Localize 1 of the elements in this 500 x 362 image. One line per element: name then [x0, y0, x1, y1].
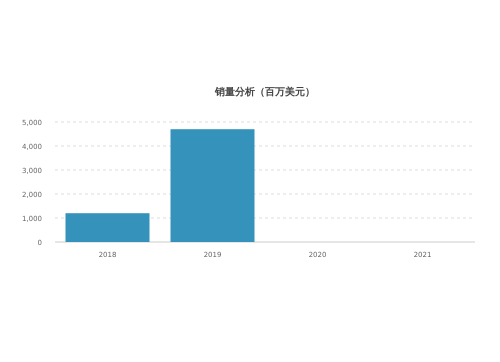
chart-title: 销量分析（百万美元）: [214, 86, 315, 98]
